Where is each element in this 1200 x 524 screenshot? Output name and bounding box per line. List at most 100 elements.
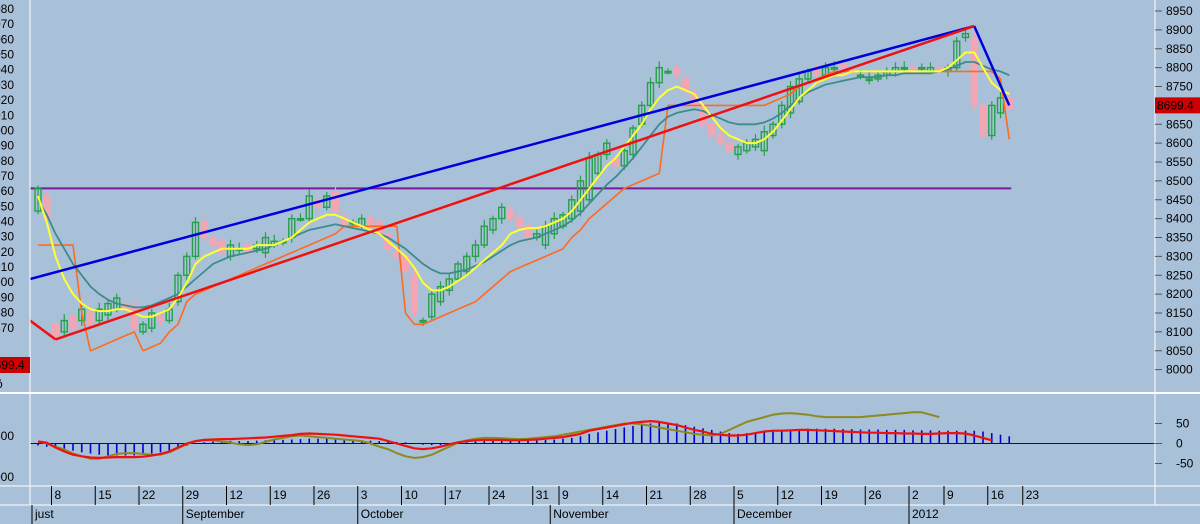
left-axis-label: 970 [0,169,14,183]
left-axis-label: 080 [0,2,14,16]
candle-body [366,217,375,227]
left-price-badge [0,357,30,373]
candle [708,120,716,141]
date-tick-label: 24 [492,488,506,502]
left-axis-marker: ö [0,377,3,391]
date-tick-label: 12 [230,488,244,502]
candle [900,61,908,71]
date-tick-label: 29 [186,488,200,502]
left-axis-label: 890 [0,290,14,304]
date-tick-label: 21 [650,488,664,502]
left-axis-label: 000 [0,123,14,137]
candle [428,289,436,320]
candle-body [725,142,733,152]
candle [480,219,488,249]
left-axis-label: 870 [0,321,14,335]
candle-body [86,312,95,326]
last-price-label: 8699.4 [1157,98,1194,112]
candle-body [550,217,558,235]
date-tick-label: 9 [947,488,954,502]
candle [603,138,611,160]
candle-body [139,323,147,333]
date-tick-label: 31 [536,488,550,502]
candle-body [979,104,987,137]
month-label: October [361,507,404,521]
right-axis-label: 8750 [1166,80,1193,94]
right-axis-label: 8150 [1166,306,1193,320]
date-tick-label: 26 [868,488,882,502]
candle-body [988,104,996,137]
candle-body [200,221,208,239]
left-axis-label: 990 [0,139,14,153]
candle [34,185,42,215]
date-tick-label: 26 [317,488,331,502]
candle [865,72,873,85]
candle-body [51,323,60,341]
candle-body [489,217,497,231]
date-tick-label: 9 [562,488,569,502]
candle-body [830,66,838,70]
candle [95,302,103,325]
right-axis-label: 8100 [1166,325,1193,339]
candle-body [786,85,795,114]
candle [734,143,742,160]
left-axis-label: 010 [0,108,14,122]
stop-line [38,70,1011,352]
left-axis-label: 070 [0,17,14,31]
left-axis-label: 920 [0,245,14,259]
macd-left-label: 500 [0,429,14,443]
candle [410,268,418,318]
candle-body [769,123,777,137]
right-axis-label: 8650 [1166,117,1193,131]
candle-body [183,255,191,276]
date-tick-label: 3 [361,488,368,502]
candle-body [69,316,77,329]
candle-body [498,206,506,220]
candle-body [130,304,138,329]
left-axis-label: 960 [0,184,14,198]
right-axis-label: 8950 [1166,4,1193,18]
candle [305,189,313,223]
trend-line-lower-start [30,319,57,341]
candle-body [506,210,515,220]
candle [979,102,987,139]
right-axis-label: 8600 [1166,136,1193,150]
candle [139,321,147,335]
macd-line [37,420,993,459]
right-axis-label: 8850 [1166,42,1193,56]
ema-long-line [37,61,1010,309]
date-tick-label: 2 [912,488,919,502]
candle [646,77,655,110]
candle-body [900,66,908,70]
candle [568,195,576,223]
candle-body [156,316,165,322]
candle-body [524,225,532,239]
price-panel [30,24,1013,352]
candle-body [603,142,611,156]
candle [174,272,182,306]
candle-body [471,244,480,258]
candle [130,299,138,334]
candle [716,130,725,147]
candle-body [218,240,226,254]
candle-body [436,285,445,303]
ema-short-line [37,51,1010,318]
month-label: November [553,507,608,521]
left-axis-label: 900 [0,275,14,289]
candle [769,121,777,139]
right-axis-label: 8250 [1166,268,1193,282]
candle-body [953,40,961,69]
candle [191,217,200,260]
candle [786,81,795,119]
candle-body [463,255,471,273]
candle [60,314,68,335]
candle-body [673,66,681,76]
candle [550,212,558,240]
macd-axis-label: 50 [1176,417,1190,431]
candle [331,186,340,216]
candle [86,307,95,328]
left-axis-label: 040 [0,63,14,77]
candle-body [43,195,51,220]
